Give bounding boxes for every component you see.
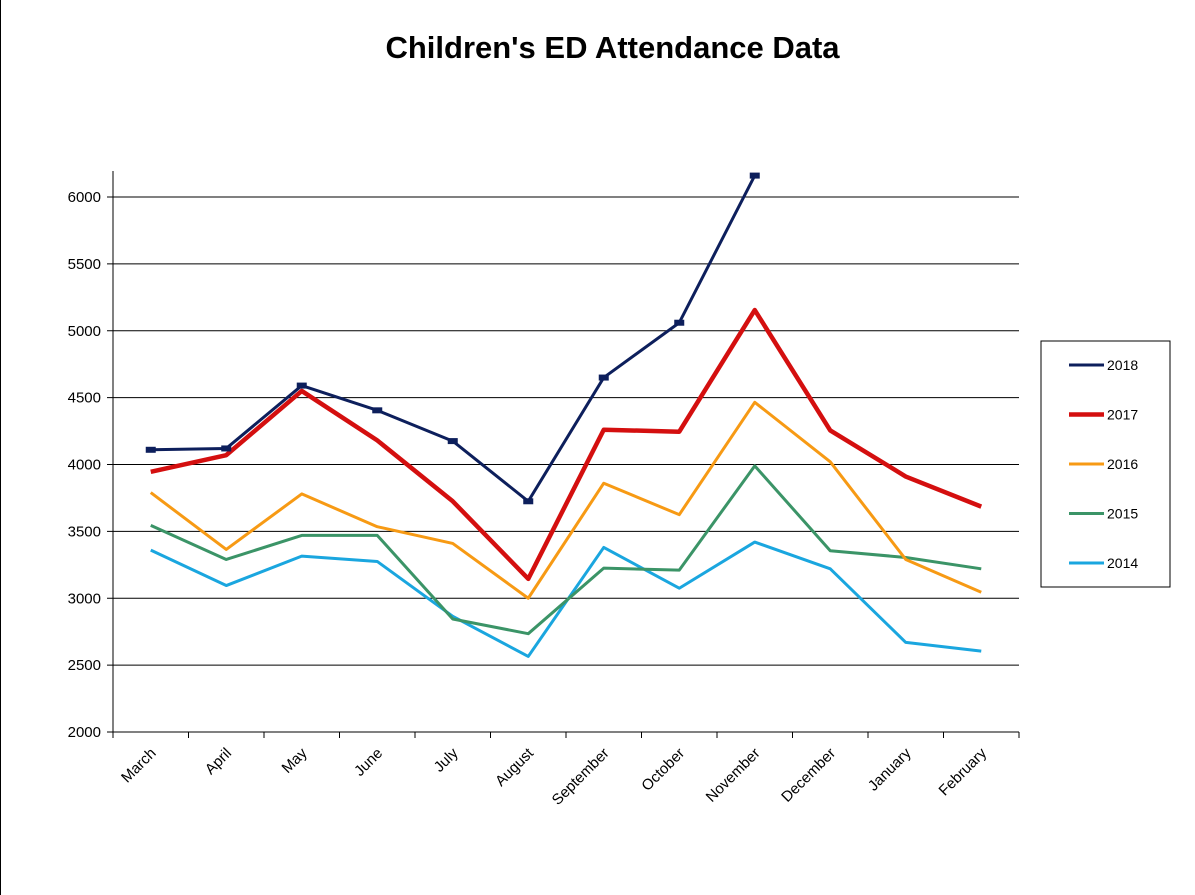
- x-tick-label-february: February: [936, 744, 991, 799]
- legend-label-2018: 2018: [1107, 357, 1138, 373]
- point-2018-october: [674, 319, 685, 326]
- legend: 2018 2017 2016 2015 2014: [1040, 340, 1171, 588]
- chart-title: Children's ED Attendance Data: [385, 30, 840, 65]
- x-tick-labels: March April May June July August September Octo…: [118, 744, 990, 808]
- y-tick-label-3500: 3500: [68, 523, 101, 540]
- series-line-2018: [150, 174, 757, 503]
- y-tick-labels: 2000 2500 3000 3500 4000 4500 5000 5500 6000: [68, 189, 101, 741]
- y-tick-label-4500: 4500: [68, 390, 101, 407]
- point-2018-november: [749, 172, 760, 179]
- y-tick-label-3000: 3000: [68, 590, 101, 607]
- x-tick-label-october: October: [638, 745, 688, 795]
- point-2018-may: [296, 382, 307, 389]
- axes: [107, 171, 1020, 738]
- legend-label-2017: 2017: [1107, 407, 1138, 423]
- series-line-2017: [150, 307, 983, 582]
- x-tick-label-june: June: [351, 745, 386, 780]
- series-line-2016: [149, 400, 982, 600]
- series-lines: [145, 172, 983, 658]
- x-tick-label-september: September: [549, 745, 613, 809]
- x-tick-label-november: November: [703, 745, 764, 806]
- legend-label-2016: 2016: [1107, 456, 1138, 472]
- y-tick-label-4000: 4000: [68, 457, 101, 474]
- x-tick-label-july: July: [431, 744, 462, 775]
- x-tick-label-april: April: [202, 745, 235, 778]
- legend-label-2014: 2014: [1107, 555, 1138, 571]
- y-tick-label-2500: 2500: [68, 657, 101, 674]
- x-tick-label-january: January: [865, 744, 915, 794]
- x-tick-label-december: December: [778, 745, 839, 806]
- legend-box: [1040, 340, 1171, 588]
- x-tick-label-may: May: [279, 744, 311, 776]
- x-tick-label-august: August: [492, 744, 538, 790]
- point-2018-july: [447, 438, 458, 445]
- y-tick-label-5000: 5000: [68, 323, 101, 340]
- y-tick-label-5500: 5500: [68, 256, 101, 273]
- x-tick-label-march: March: [118, 745, 159, 786]
- point-2018-june: [372, 407, 383, 414]
- point-2018-august: [523, 498, 534, 505]
- point-2018-april: [221, 445, 232, 452]
- gridlines: [113, 196, 1019, 666]
- point-2018-march: [145, 446, 156, 453]
- y-tick-label-2000: 2000: [68, 724, 101, 741]
- y-tick-label-6000: 6000: [68, 189, 101, 206]
- point-2018-september: [598, 374, 609, 381]
- series-line-2015: [150, 464, 982, 636]
- legend-label-2015: 2015: [1107, 506, 1138, 522]
